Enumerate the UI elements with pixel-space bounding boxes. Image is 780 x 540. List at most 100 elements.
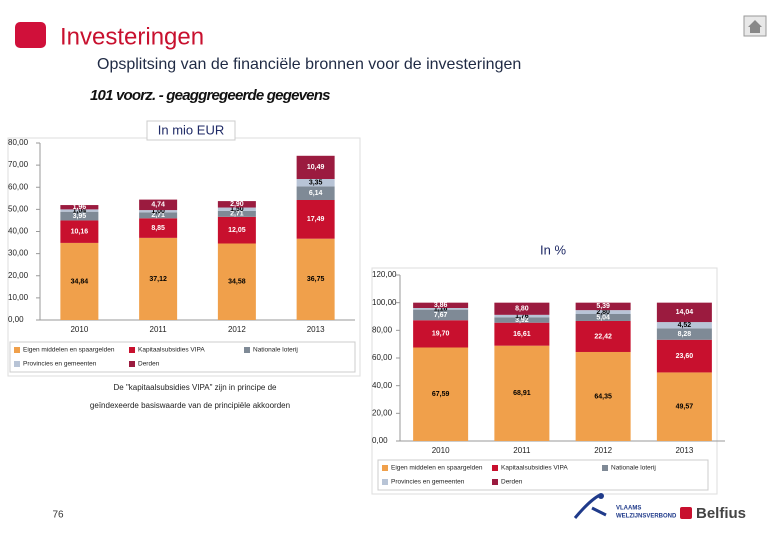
x-tick-label: 2011 bbox=[513, 446, 531, 455]
bar-segment bbox=[139, 218, 178, 238]
partner-name: WELZIJNSVERBOND bbox=[616, 514, 677, 520]
bar-segment bbox=[413, 347, 469, 441]
y-tick-label: 0,00 bbox=[372, 436, 388, 445]
dataset-label: 101 voorz. - geaggregeerde gegevens bbox=[90, 87, 330, 104]
bar-segment bbox=[413, 320, 469, 348]
legend-label: Derden bbox=[501, 479, 523, 486]
legend-label: Kapitaalsubsidies VIPA bbox=[138, 347, 205, 354]
note-line: De "kapitaalsubsidies VIPA" zijn in prin… bbox=[114, 383, 278, 392]
bar-segment bbox=[296, 186, 335, 200]
x-tick-label: 2013 bbox=[675, 446, 693, 455]
y-tick-label: 40,00 bbox=[372, 381, 393, 390]
data-label: 17,49 bbox=[307, 216, 325, 223]
x-tick-label: 2010 bbox=[70, 325, 88, 334]
bar-segment bbox=[575, 310, 631, 314]
data-label: 23,60 bbox=[676, 353, 694, 360]
data-label: 16,61 bbox=[513, 331, 531, 338]
bar-segment bbox=[494, 317, 550, 323]
bar-segment bbox=[296, 199, 335, 239]
legend-label: Nationale loterij bbox=[611, 465, 656, 472]
data-label: 1,00 bbox=[151, 208, 165, 215]
legend-box bbox=[9, 341, 356, 373]
legend-label: Provincies en gemeenten bbox=[23, 361, 97, 368]
home-button[interactable] bbox=[743, 15, 767, 37]
bar-segment bbox=[60, 205, 99, 210]
data-label: 10,16 bbox=[71, 229, 89, 236]
brand-mark bbox=[680, 507, 692, 519]
x-tick-label: 2012 bbox=[594, 446, 612, 455]
data-label: 64,35 bbox=[594, 393, 612, 400]
data-label: 8,85 bbox=[151, 225, 165, 232]
bar-segment bbox=[139, 199, 178, 211]
chart-unit-label: In % bbox=[540, 242, 566, 257]
data-label: 7,67 bbox=[434, 312, 448, 319]
y-tick-label: 0,00 bbox=[8, 315, 24, 324]
y-tick-label: 20,00 bbox=[372, 408, 393, 417]
bar-segment bbox=[575, 313, 631, 321]
data-label: 8,80 bbox=[515, 306, 529, 313]
chart-frame bbox=[371, 267, 718, 495]
y-tick-label: 80,00 bbox=[372, 325, 393, 334]
legend-label: Nationale loterij bbox=[253, 347, 298, 354]
x-tick-label: 2010 bbox=[432, 446, 450, 455]
legend-swatch bbox=[14, 361, 20, 367]
title-marker bbox=[15, 22, 46, 48]
data-label: 36,75 bbox=[307, 276, 325, 283]
data-label: 2,71 bbox=[151, 212, 165, 219]
bar-segment bbox=[494, 314, 550, 318]
unit-box bbox=[146, 120, 236, 141]
note-line: geïndexeerde basiswaarde van de principi… bbox=[90, 401, 290, 410]
data-label: 1,96 bbox=[73, 204, 87, 211]
data-label: 68,91 bbox=[513, 390, 531, 397]
y-tick-label: 40,00 bbox=[8, 227, 29, 236]
data-label: 8,28 bbox=[678, 331, 692, 338]
legend-swatch bbox=[492, 465, 498, 471]
bar-segment bbox=[60, 209, 99, 212]
data-label: 2,71 bbox=[230, 211, 244, 218]
bar-segment bbox=[494, 302, 550, 315]
x-tick-label: 2011 bbox=[150, 325, 168, 334]
partner-logo-dot bbox=[598, 493, 604, 499]
y-tick-label: 30,00 bbox=[8, 249, 29, 258]
data-label: 37,12 bbox=[149, 276, 167, 283]
data-label: 4,52 bbox=[678, 322, 692, 329]
legend-swatch bbox=[14, 347, 20, 353]
y-tick-label: 60,00 bbox=[372, 353, 393, 362]
y-tick-label: 10,00 bbox=[8, 293, 29, 302]
bar-segment bbox=[575, 320, 631, 352]
bar-segment bbox=[217, 243, 256, 320]
legend-box bbox=[377, 459, 709, 491]
bar-segment bbox=[60, 220, 99, 243]
legend-label: Provincies en gemeenten bbox=[391, 479, 465, 486]
data-label: 5,04 bbox=[596, 314, 610, 321]
y-tick-label: 100,00 bbox=[372, 298, 397, 307]
data-label: 6,14 bbox=[309, 190, 323, 197]
bar-segment bbox=[575, 351, 631, 441]
slide-title: Investeringen bbox=[60, 23, 204, 50]
bar-segment bbox=[139, 212, 178, 219]
data-label: 67,59 bbox=[432, 391, 450, 398]
data-label: 2,80 bbox=[596, 309, 610, 316]
legend-swatch bbox=[602, 465, 608, 471]
data-label: 2,90 bbox=[230, 201, 244, 208]
brand-name: Belfius bbox=[696, 505, 746, 522]
data-label: 14,04 bbox=[676, 309, 694, 316]
x-tick-label: 2012 bbox=[228, 325, 246, 334]
y-tick-label: 120,00 bbox=[372, 270, 397, 279]
bar-segment bbox=[217, 207, 256, 211]
data-label: 1,04 bbox=[73, 207, 87, 214]
data-label: 3,35 bbox=[309, 180, 323, 187]
y-tick-label: 80,00 bbox=[8, 138, 29, 147]
data-label: 19,70 bbox=[432, 331, 450, 338]
legend-swatch bbox=[129, 361, 135, 367]
home-icon[interactable] bbox=[748, 20, 762, 33]
page-number: 76 bbox=[52, 510, 64, 521]
y-tick-label: 70,00 bbox=[8, 160, 29, 169]
legend-swatch bbox=[129, 347, 135, 353]
bar-segment bbox=[217, 201, 256, 208]
slide-subtitle: Opsplitsing van de financiële bronnen vo… bbox=[97, 56, 521, 73]
data-label: 1,50 bbox=[230, 206, 244, 213]
data-label: 34,84 bbox=[71, 278, 89, 285]
y-tick-label: 60,00 bbox=[8, 182, 29, 191]
bar-segment bbox=[656, 339, 712, 373]
